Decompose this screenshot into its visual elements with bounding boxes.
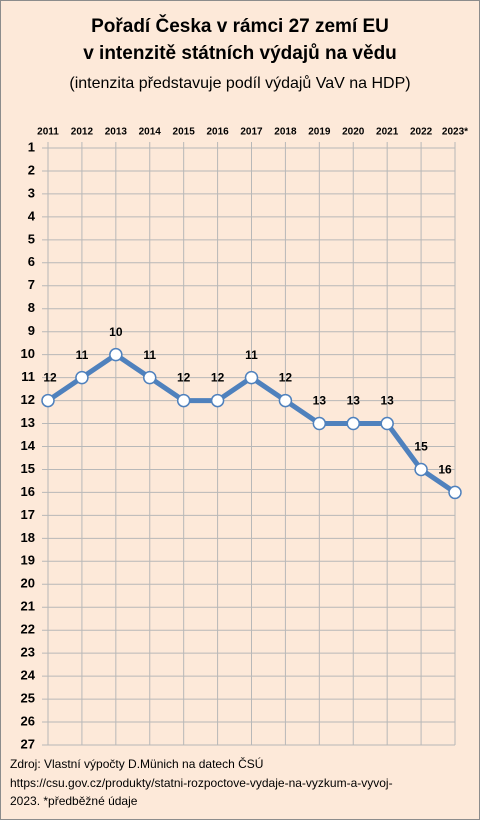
marker [278, 393, 293, 408]
y-tick-label: 4 [28, 208, 36, 223]
y-tick-label: 8 [28, 300, 35, 315]
data-label: 12 [211, 371, 225, 385]
y-tick-label: 1 [28, 139, 35, 154]
marker [448, 485, 462, 500]
chart-subtitle: (intenzita představuje podíl výdajů VaV … [69, 74, 410, 92]
y-tick-label: 9 [28, 323, 35, 338]
x-tick-label: 2014 [139, 127, 162, 138]
y-tick-label: 23 [21, 645, 35, 660]
y-tick-label: 26 [21, 713, 35, 728]
data-label: 12 [177, 371, 191, 385]
y-tick-label: 25 [21, 691, 35, 706]
y-tick-label: 3 [28, 185, 35, 200]
marker [414, 462, 428, 477]
y-tick-label: 5 [28, 231, 35, 246]
y-tick-label: 18 [21, 530, 35, 545]
x-tick-label: 2016 [206, 127, 229, 138]
y-tick-label: 14 [21, 438, 36, 453]
y-tick-label: 7 [28, 277, 35, 292]
data-label: 13 [380, 394, 394, 408]
y-tick-label: 6 [28, 254, 35, 269]
y-tick-label: 15 [21, 461, 35, 476]
data-label: 16 [438, 463, 452, 477]
x-tick-label: 2017 [240, 127, 263, 138]
x-tick-label: 2021 [376, 127, 399, 138]
note: 2023. *předběžné údaje [10, 794, 138, 808]
marker [75, 370, 89, 385]
y-tick-label: 13 [21, 415, 35, 430]
data-label: 12 [279, 371, 293, 385]
marker [41, 393, 55, 408]
y-tick-label: 22 [21, 622, 35, 637]
data-label: 15 [414, 440, 428, 454]
y-tick-label: 11 [21, 369, 35, 384]
data-label: 10 [109, 325, 123, 339]
marker [312, 416, 327, 431]
x-tick-label: 2013 [105, 127, 128, 138]
y-tick-label: 10 [21, 346, 35, 361]
chart-title: Pořadí Česka v rámci 27 zemí EU [91, 15, 389, 37]
data-label: 12 [43, 371, 57, 385]
marker [176, 393, 191, 408]
note: Zdroj: Vlastní výpočty D.Münich na datec… [10, 756, 263, 771]
y-tick-label: 24 [21, 668, 36, 683]
marker [109, 347, 123, 362]
data-label: 11 [245, 348, 258, 362]
x-tick-label: 2023* [442, 127, 468, 138]
data-label: 13 [347, 394, 361, 408]
x-tick-label: 2022 [410, 127, 433, 138]
chart-title: v intenzitě státních výdajů na vědu [83, 43, 397, 64]
marker [244, 370, 259, 385]
y-tick-label: 21 [21, 599, 35, 614]
y-tick-label: 27 [21, 736, 35, 751]
x-tick-label: 2019 [308, 127, 331, 138]
note: https://csu.gov.cz/produkty/statni-rozpo… [10, 776, 393, 790]
data-label: 13 [313, 394, 327, 408]
y-tick-label: 20 [21, 576, 35, 591]
data-label: 11 [76, 348, 89, 362]
x-tick-label: 2018 [274, 127, 297, 138]
x-tick-label: 2015 [173, 127, 196, 138]
marker [346, 416, 360, 431]
marker [380, 416, 394, 431]
marker [143, 370, 157, 385]
x-tick-label: 2012 [71, 127, 94, 138]
marker [210, 393, 225, 408]
data-label: 11 [143, 348, 156, 362]
y-tick-label: 17 [21, 507, 35, 522]
x-tick-label: 2020 [342, 127, 365, 138]
x-tick-label: 2011 [37, 127, 59, 138]
y-tick-label: 2 [28, 162, 35, 177]
y-tick-label: 12 [21, 392, 35, 407]
y-tick-label: 19 [21, 553, 35, 568]
y-tick-label: 16 [21, 484, 35, 499]
